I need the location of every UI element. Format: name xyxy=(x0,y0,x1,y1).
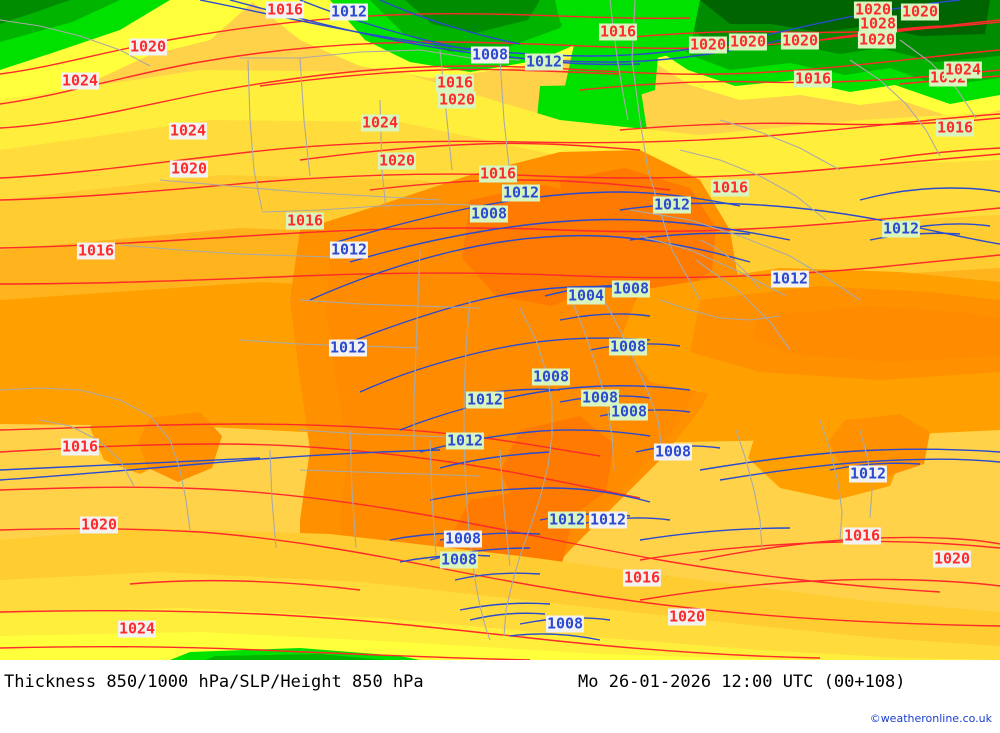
copyright-notice: ©weatheronline.co.uk xyxy=(869,712,992,725)
thickness-fill-layer xyxy=(0,0,1000,660)
map-footer: Thickness 850/1000 hPa/SLP/Height 850 hP… xyxy=(0,660,1000,733)
map-title: Thickness 850/1000 hPa/SLP/Height 850 hP… xyxy=(4,672,424,692)
run-timestamp: Mo 26-01-2026 12:00 UTC (00+108) xyxy=(578,672,906,692)
map-canvas xyxy=(0,0,1000,660)
forecast-map: 1020 1024 1024 1020 1016 1016 1016 1020 1024 1020… xyxy=(0,0,1000,660)
slp-isobar-layer xyxy=(0,12,1000,660)
